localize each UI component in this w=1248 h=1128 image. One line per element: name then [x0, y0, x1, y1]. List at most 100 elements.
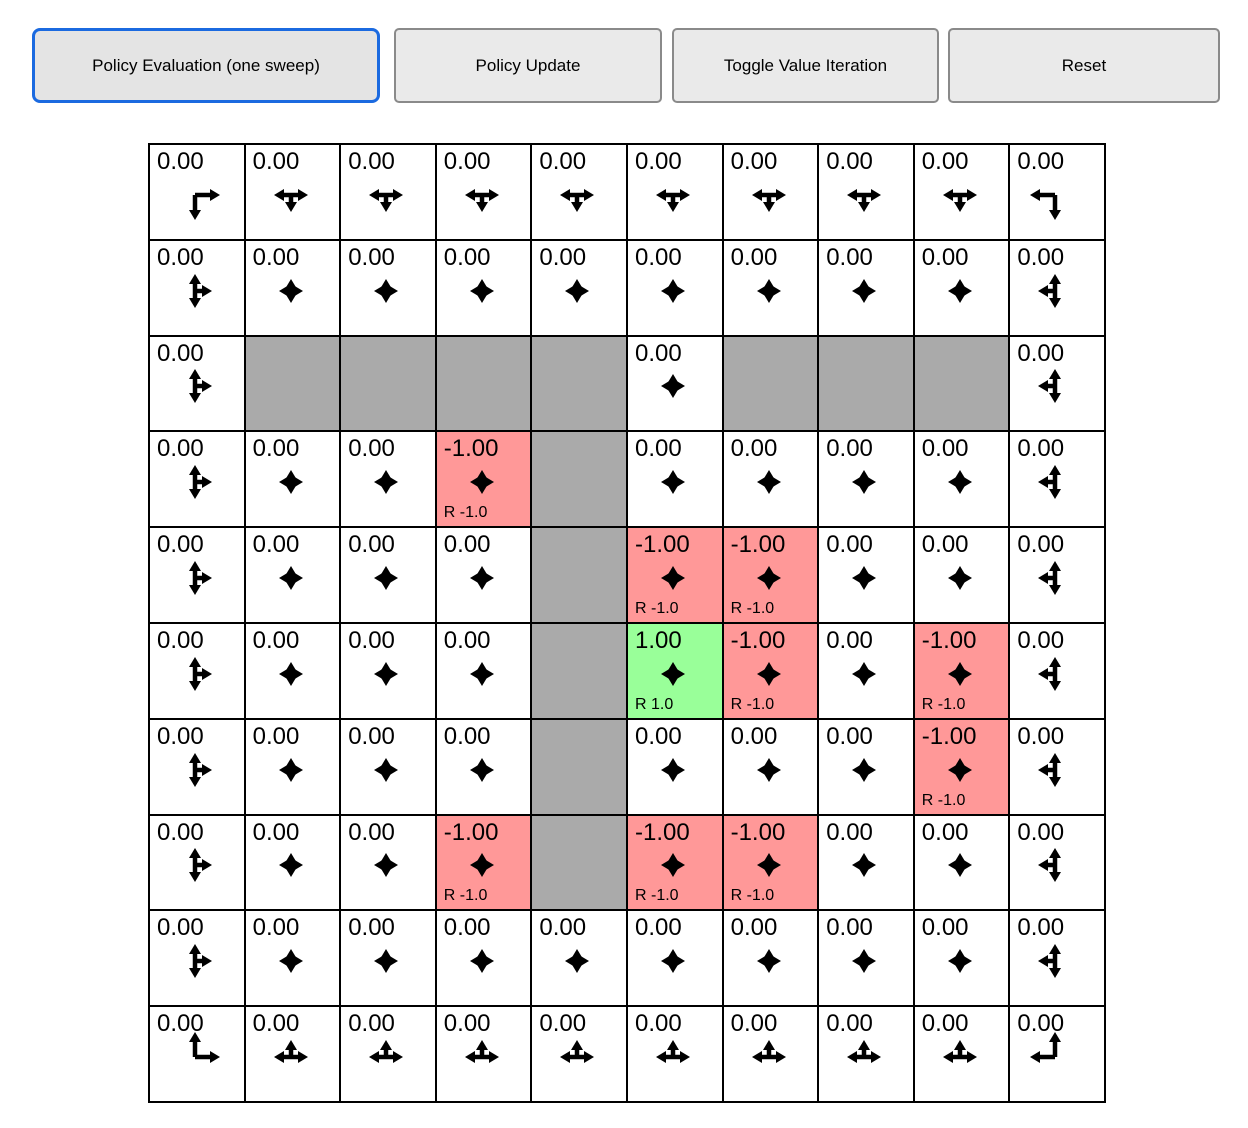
grid-cell[interactable]: 0.00 — [435, 910, 532, 1007]
grid-cell[interactable]: 0.00 — [626, 431, 723, 528]
grid-cell[interactable]: 0.00 — [340, 431, 436, 528]
grid-cell[interactable]: 0.00 — [1009, 623, 1105, 719]
policy-evaluation-button[interactable]: Policy Evaluation (one sweep) — [32, 28, 380, 103]
grid-cell[interactable]: 0.00 — [818, 718, 914, 815]
grid-cell[interactable]: 0.00 — [722, 1006, 819, 1102]
grid-wall-cell[interactable] — [531, 431, 627, 528]
grid-cell[interactable]: -1.00 R -1.0 — [435, 431, 532, 528]
grid-cell[interactable]: 0.00 — [913, 239, 1010, 336]
grid-cell[interactable]: 0.00 — [244, 623, 341, 719]
grid-cell[interactable]: 0.00 — [818, 527, 914, 623]
grid-cell[interactable]: 0.00 — [818, 623, 914, 719]
grid-cell[interactable]: -1.00 R -1.0 — [722, 527, 819, 623]
grid-cell[interactable]: 0.00 — [244, 814, 341, 911]
grid-cell[interactable]: 0.00 — [244, 144, 341, 240]
grid-cell[interactable]: 0.00 — [340, 1006, 436, 1102]
grid-cell[interactable]: 0.00 — [1009, 814, 1105, 911]
grid-cell[interactable]: 0.00 — [722, 431, 819, 528]
grid-cell[interactable]: 0.00 — [1009, 239, 1105, 336]
grid-cell[interactable]: 0.00 — [818, 431, 914, 528]
grid-cell[interactable]: 0.00 — [244, 1006, 341, 1102]
grid-cell[interactable]: 0.00 — [531, 144, 627, 240]
grid-cell[interactable]: 0.00 — [435, 718, 532, 815]
grid-cell[interactable]: 0.00 — [626, 1006, 723, 1102]
grid-cell[interactable]: 0.00 — [149, 910, 245, 1007]
grid-wall-cell[interactable] — [244, 335, 341, 432]
grid-cell[interactable]: 0.00 — [340, 144, 436, 240]
grid-cell[interactable]: -1.00 R -1.0 — [435, 814, 532, 911]
grid-wall-cell[interactable] — [722, 335, 819, 432]
grid-wall-cell[interactable] — [913, 335, 1010, 432]
grid-cell[interactable]: 0.00 — [244, 910, 341, 1007]
toggle-value-iteration-button[interactable]: Toggle Value Iteration — [672, 28, 939, 103]
grid-cell[interactable]: 0.00 — [149, 1006, 245, 1102]
grid-cell[interactable]: 0.00 — [244, 718, 341, 815]
grid-cell[interactable]: 0.00 — [722, 144, 819, 240]
grid-cell[interactable]: 0.00 — [913, 814, 1010, 911]
policy-update-button[interactable]: Policy Update — [394, 28, 662, 103]
grid-cell[interactable]: 0.00 — [722, 910, 819, 1007]
grid-wall-cell[interactable] — [818, 335, 914, 432]
grid-cell[interactable]: 0.00 — [531, 1006, 627, 1102]
grid-cell[interactable]: 0.00 — [913, 144, 1010, 240]
grid-cell[interactable]: 0.00 — [149, 814, 245, 911]
grid-cell[interactable]: 0.00 — [149, 431, 245, 528]
grid-cell[interactable]: 0.00 — [626, 910, 723, 1007]
grid-cell[interactable]: 0.00 — [149, 335, 245, 432]
grid-cell[interactable]: 0.00 — [435, 623, 532, 719]
grid-cell[interactable]: -1.00 R -1.0 — [626, 527, 723, 623]
grid-cell[interactable]: 0.00 — [149, 239, 245, 336]
reset-button[interactable]: Reset — [948, 28, 1220, 103]
grid-cell[interactable]: 0.00 — [913, 527, 1010, 623]
grid-cell[interactable]: 0.00 — [531, 910, 627, 1007]
grid-cell[interactable]: 0.00 — [149, 527, 245, 623]
grid-cell[interactable]: 0.00 — [913, 910, 1010, 1007]
grid-cell[interactable]: 0.00 — [340, 718, 436, 815]
grid-cell[interactable]: 0.00 — [913, 1006, 1010, 1102]
grid-cell[interactable]: 0.00 — [1009, 144, 1105, 240]
grid-cell[interactable]: 0.00 — [913, 431, 1010, 528]
grid-wall-cell[interactable] — [531, 335, 627, 432]
grid-cell[interactable]: 0.00 — [340, 910, 436, 1007]
grid-cell[interactable]: 0.00 — [626, 144, 723, 240]
grid-cell[interactable]: -1.00 R -1.0 — [626, 814, 723, 911]
grid-cell[interactable]: 0.00 — [244, 239, 341, 336]
grid-cell[interactable]: 0.00 — [1009, 335, 1105, 432]
grid-cell[interactable]: 0.00 — [435, 527, 532, 623]
grid-wall-cell[interactable] — [435, 335, 532, 432]
grid-cell[interactable]: 0.00 — [149, 623, 245, 719]
grid-cell[interactable]: 0.00 — [818, 910, 914, 1007]
grid-cell[interactable]: 0.00 — [340, 623, 436, 719]
grid-cell[interactable]: 0.00 — [818, 814, 914, 911]
grid-cell[interactable]: 0.00 — [1009, 431, 1105, 528]
grid-wall-cell[interactable] — [531, 718, 627, 815]
grid-cell[interactable]: 0.00 — [149, 144, 245, 240]
grid-wall-cell[interactable] — [340, 335, 436, 432]
grid-cell[interactable]: 0.00 — [722, 718, 819, 815]
grid-cell[interactable]: 0.00 — [531, 239, 627, 336]
grid-cell[interactable]: 1.00 R 1.0 — [626, 623, 723, 719]
grid-cell[interactable]: 0.00 — [626, 335, 723, 432]
grid-cell[interactable]: 0.00 — [818, 1006, 914, 1102]
grid-wall-cell[interactable] — [531, 814, 627, 911]
grid-cell[interactable]: 0.00 — [1009, 527, 1105, 623]
grid-cell[interactable]: 0.00 — [1009, 718, 1105, 815]
grid-cell[interactable]: 0.00 — [818, 144, 914, 240]
grid-cell[interactable]: -1.00 R -1.0 — [722, 814, 819, 911]
grid-cell[interactable]: 0.00 — [244, 527, 341, 623]
grid-cell[interactable]: 0.00 — [244, 431, 341, 528]
grid-wall-cell[interactable] — [531, 623, 627, 719]
grid-cell[interactable]: -1.00 R -1.0 — [913, 623, 1010, 719]
grid-cell[interactable]: 0.00 — [435, 144, 532, 240]
grid-cell[interactable]: 0.00 — [340, 814, 436, 911]
grid-cell[interactable]: 0.00 — [435, 1006, 532, 1102]
grid-cell[interactable]: 0.00 — [340, 239, 436, 336]
grid-cell[interactable]: 0.00 — [626, 718, 723, 815]
grid-cell[interactable]: 0.00 — [435, 239, 532, 336]
grid-cell[interactable]: -1.00 R -1.0 — [913, 718, 1010, 815]
grid-cell[interactable]: 0.00 — [340, 527, 436, 623]
grid-cell[interactable]: 0.00 — [626, 239, 723, 336]
grid-cell[interactable]: -1.00 R -1.0 — [722, 623, 819, 719]
grid-cell[interactable]: 0.00 — [1009, 1006, 1105, 1102]
grid-cell[interactable]: 0.00 — [1009, 910, 1105, 1007]
